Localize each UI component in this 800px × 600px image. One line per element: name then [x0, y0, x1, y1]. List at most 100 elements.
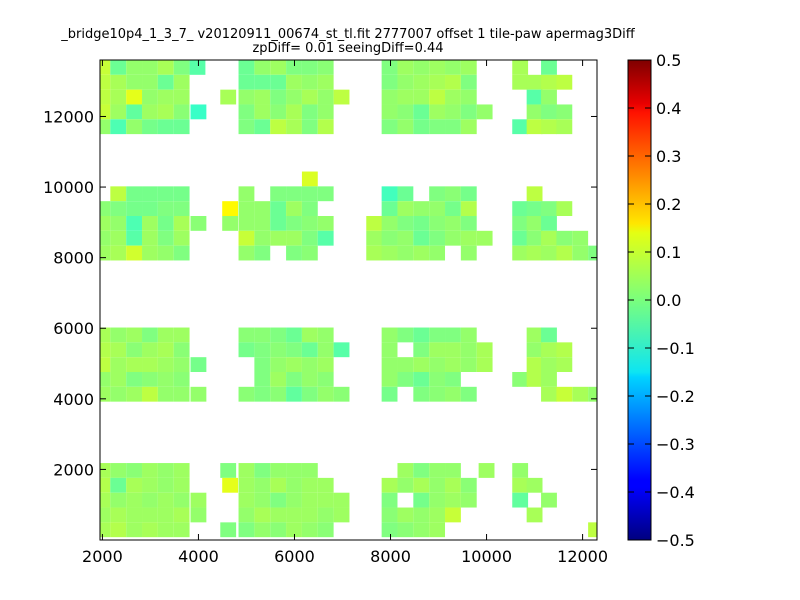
heatmap-cell — [366, 216, 383, 231]
heatmap-cell — [541, 104, 557, 120]
heatmap-cell — [190, 492, 207, 508]
heatmap-cell — [397, 477, 414, 493]
heatmap-cell — [429, 463, 446, 478]
heatmap-cell — [301, 104, 318, 120]
colorbar-tick-label: 0.4 — [656, 99, 681, 118]
heatmap-cell — [270, 186, 287, 202]
heatmap-cell — [366, 230, 383, 246]
heatmap-cell — [254, 507, 271, 523]
heatmap-cell — [429, 357, 446, 372]
heatmap-cell — [270, 74, 287, 90]
heatmap-cell — [286, 60, 302, 75]
heatmap-cell — [317, 216, 334, 231]
heatmap-cell — [301, 89, 318, 105]
heatmap-cell — [142, 342, 158, 358]
heatmap-cell — [366, 245, 383, 261]
heatmap-cell — [381, 230, 398, 246]
heatmap-cell — [541, 372, 557, 387]
heatmap-cell — [556, 230, 573, 246]
heatmap-cell — [286, 492, 302, 508]
heatmap-cell — [512, 60, 529, 75]
heatmap-cell — [541, 245, 557, 261]
heatmap-cell — [526, 230, 543, 246]
heatmap-cell — [270, 216, 287, 231]
heatmap-cell — [413, 104, 430, 120]
heatmap-cell — [413, 372, 430, 387]
heatmap-cell — [270, 201, 287, 216]
heatmap-cell — [173, 507, 190, 523]
x-tick-label: 8000 — [370, 547, 411, 566]
chart-title-line-2: zpDiff= 0.01 seeingDiff=0.44 — [252, 41, 443, 56]
heatmap-cell — [100, 463, 111, 478]
heatmap-cell — [173, 327, 190, 343]
heatmap-cell — [126, 327, 143, 343]
heatmap-cell — [286, 201, 302, 216]
heatmap-cell — [541, 357, 557, 372]
heatmap-cell — [512, 216, 529, 231]
heatmap-cell — [413, 327, 430, 343]
heatmap-cell — [270, 492, 287, 508]
heatmap-cell — [157, 186, 174, 202]
heatmap-cell — [445, 216, 461, 231]
heatmap-cell — [413, 119, 430, 135]
heatmap-cell — [301, 171, 318, 187]
heatmap-cell — [126, 386, 143, 402]
axis-ticks: 2000 4000 6000 8000 10000 12000 2000 4000 6000 80… — [43, 60, 608, 566]
heatmap-cell — [100, 216, 111, 231]
heatmap-cell — [397, 327, 414, 343]
heatmap-cell — [173, 104, 190, 120]
heatmap-cell — [270, 372, 287, 387]
heatmap-cell — [572, 386, 589, 402]
heatmap-cell — [126, 216, 143, 231]
heatmap-cell — [286, 74, 302, 90]
chart-title-line-1: _bridge10p4_1_3_7_ v20120911_00674_st_tl… — [60, 27, 636, 42]
heatmap-cell — [157, 104, 174, 120]
heatmap-cell — [142, 477, 158, 493]
heatmap-cell — [301, 492, 318, 508]
heatmap-cell — [413, 522, 430, 538]
heatmap-cell — [238, 342, 255, 358]
heatmap-cell — [445, 342, 461, 358]
heatmap-cell — [110, 492, 127, 508]
heatmap-cell — [100, 522, 111, 538]
heatmap-cell — [460, 104, 477, 120]
heatmap-cell — [429, 74, 446, 90]
heatmap-cell — [556, 245, 573, 261]
heatmap-cell — [413, 342, 430, 358]
heatmap-cell — [413, 245, 430, 261]
heatmap-cell — [397, 216, 414, 231]
heatmap-cell — [254, 372, 271, 387]
heatmap-cell — [238, 507, 255, 523]
heatmap-cell — [460, 186, 477, 202]
heatmap-cell — [173, 492, 190, 508]
heatmap-cell — [381, 74, 398, 90]
heatmap-cell — [301, 463, 318, 478]
heatmap-cell — [317, 186, 334, 202]
heatmap-cell — [238, 245, 255, 261]
heatmap-cell — [110, 357, 127, 372]
heatmap-cell — [445, 477, 461, 493]
heatmap-cell — [126, 522, 143, 538]
heatmap-cell — [157, 119, 174, 135]
heatmap-cell — [126, 507, 143, 523]
heatmap-cell — [381, 327, 398, 343]
heatmap-cell — [429, 201, 446, 216]
heatmap-cell — [526, 89, 543, 105]
heatmap-cell — [173, 201, 190, 216]
heatmap-cell — [100, 230, 111, 246]
heatmap-cell — [478, 463, 495, 478]
heatmap-cell — [445, 372, 461, 387]
heatmap-cell — [254, 119, 271, 135]
x-tick-label: 12000 — [557, 547, 608, 566]
heatmap-cell — [238, 186, 255, 202]
heatmap-cell — [413, 89, 430, 105]
heatmap-cell — [270, 327, 287, 343]
heatmap-cell — [317, 60, 334, 75]
heatmap-cell — [270, 60, 287, 75]
heatmap-cell — [541, 201, 557, 216]
heatmap-cell — [541, 119, 557, 135]
heatmap-cell — [397, 74, 414, 90]
heatmap-cell — [142, 507, 158, 523]
colorbar-tick-label: −0.3 — [656, 435, 695, 454]
